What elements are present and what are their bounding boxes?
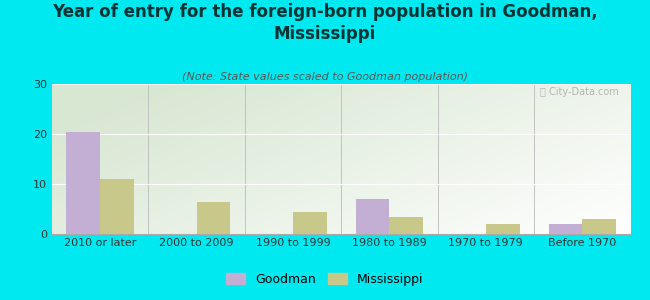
Bar bbox=[356, 199, 389, 234]
Bar bbox=[100, 179, 134, 234]
Bar bbox=[549, 224, 582, 234]
Bar bbox=[582, 219, 616, 234]
Bar bbox=[196, 202, 230, 234]
Bar bbox=[66, 131, 100, 234]
Bar bbox=[389, 217, 423, 234]
Legend: Goodman, Mississippi: Goodman, Mississippi bbox=[222, 268, 428, 291]
Bar bbox=[486, 224, 519, 234]
Text: (Note: State values scaled to Goodman population): (Note: State values scaled to Goodman po… bbox=[182, 72, 468, 82]
Text: ⓘ City-Data.com: ⓘ City-Data.com bbox=[540, 87, 619, 97]
Bar bbox=[293, 212, 327, 234]
Text: Year of entry for the foreign-born population in Goodman,
Mississippi: Year of entry for the foreign-born popul… bbox=[52, 3, 598, 43]
